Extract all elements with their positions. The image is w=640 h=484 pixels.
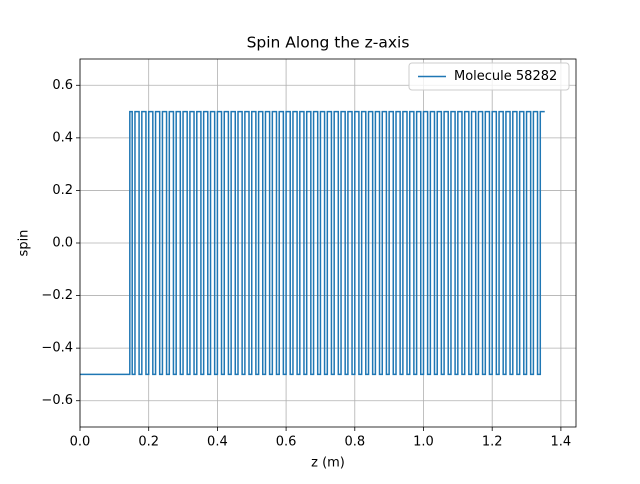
x-tick-label: 0.2 bbox=[138, 435, 159, 450]
y-tick-label: −0.2 bbox=[41, 288, 73, 303]
legend-label: Molecule 58282 bbox=[454, 69, 557, 84]
y-tick-label: 0.4 bbox=[52, 130, 73, 145]
plot-frame bbox=[79, 58, 577, 428]
y-tick-label: −0.4 bbox=[41, 341, 73, 356]
x-tick-label: 0.6 bbox=[276, 435, 297, 450]
y-tick-label: 0.2 bbox=[52, 183, 73, 198]
x-tick-label: 1.0 bbox=[413, 435, 434, 450]
y-axis-label: spin bbox=[17, 230, 32, 257]
chart-title: Spin Along the z-axis bbox=[247, 34, 410, 52]
x-tick-label: 0.0 bbox=[70, 435, 91, 450]
y-tick-label: −0.6 bbox=[41, 393, 73, 408]
x-tick-label: 0.4 bbox=[207, 435, 228, 450]
y-tick-label: 0.6 bbox=[52, 78, 73, 93]
x-tick-label: 1.2 bbox=[482, 435, 503, 450]
x-tick-label: 0.8 bbox=[344, 435, 365, 450]
y-tick-label: 0.0 bbox=[52, 236, 73, 251]
legend-box bbox=[408, 62, 570, 91]
x-axis-label: z (m) bbox=[311, 456, 345, 471]
series-line bbox=[80, 110, 545, 376]
x-tick-label: 1.4 bbox=[551, 435, 572, 450]
